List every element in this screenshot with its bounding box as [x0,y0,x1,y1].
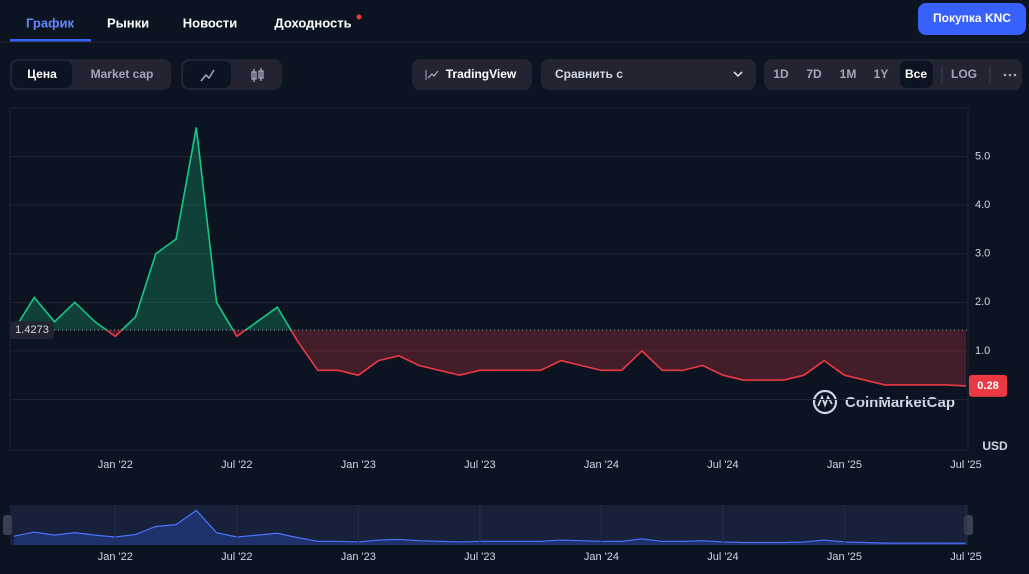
compare-dropdown[interactable] [541,59,756,90]
price-area [14,127,966,386]
y-tick-label: 3.0 [975,248,990,260]
candle-icon[interactable] [251,68,264,82]
navigator-tick-label: Jul '24 [707,551,738,563]
tv-icon [427,70,439,79]
buy-button[interactable] [918,3,1026,35]
navigator-tick-label: Jan '24 [584,551,619,563]
toggle-option[interactable]: Market cap [91,67,154,81]
line-icon [200,69,215,82]
toggle-option[interactable]: Цена [27,67,57,81]
x-tick-label: Jul '25 [950,459,981,471]
baseline-badge [10,321,54,340]
y-tick-label: 1.0 [975,345,990,357]
range-selected[interactable] [900,61,933,88]
range-option[interactable]: 1D [773,67,789,81]
x-tick-label: Jan '25 [827,459,862,471]
navigator-line [13,509,967,544]
plot-frame [9,107,969,451]
line-chart-button[interactable] [183,61,231,88]
x-tick-label: Jan '22 [98,459,133,471]
more-button[interactable] [1003,73,1017,77]
navigator-tick-label: Jul '25 [950,551,981,563]
range-option[interactable]: 1M [840,67,857,81]
notification-dot [356,14,362,20]
tab[interactable]: Новости [183,15,238,30]
log-toggle[interactable]: LOG [951,67,977,81]
navigator-tick-label: Jul '22 [221,551,252,563]
x-tick-label: Jul '23 [464,459,495,471]
range-group [764,59,1022,90]
navigator-tick-label: Jan '23 [341,551,376,563]
chevron [733,71,743,78]
navigator-tick-label: Jan '22 [98,551,133,563]
navigator-area [14,510,966,545]
toggle-selected[interactable] [12,61,72,88]
tradingview-label: TradingView [446,67,517,81]
x-tick-label: Jan '23 [341,459,376,471]
buy-button-label: Покупка KNC [933,11,1011,25]
navigator-tick-label: Jan '25 [827,551,862,563]
range-option[interactable]: 1Y [874,67,889,81]
tab-underline [10,39,91,42]
last-value-label: 0.28 [977,380,998,392]
price-line [13,127,967,387]
watermark-label: CoinMarketCap [845,394,955,411]
range-option[interactable]: 7D [806,67,822,81]
tradingview-button[interactable] [412,59,532,90]
y-tick-label: 5.0 [975,150,990,162]
tab[interactable]: Рынки [107,15,149,30]
tab[interactable]: График [26,15,74,30]
range-option[interactable]: Все [905,67,927,81]
navigator-handle[interactable] [3,515,12,535]
baseline-label: 1.4273 [15,324,49,336]
x-tick-label: Jan '24 [584,459,619,471]
navigator-handle[interactable] [964,515,973,535]
tab[interactable]: Доходность [274,15,351,30]
last-value-badge [969,374,1007,397]
x-tick-label: Jul '24 [707,459,738,471]
y-tick-label: 4.0 [975,199,990,211]
y-axis-unit: USD [982,439,1008,453]
x-tick-label: Jul '22 [221,459,252,471]
navigator-tick-label: Jul '23 [464,551,495,563]
compare-label: Сравнить с [555,67,623,81]
y-tick-label: 2.0 [975,296,990,308]
